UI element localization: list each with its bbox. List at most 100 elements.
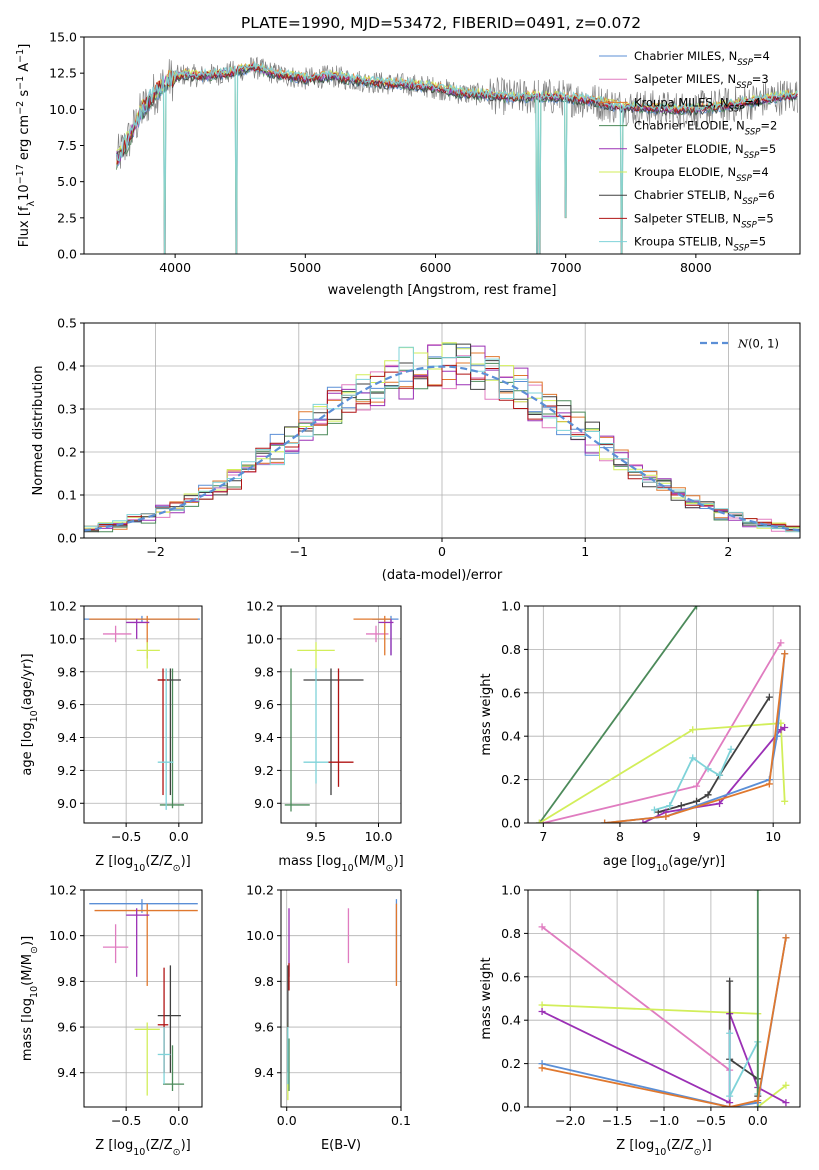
series-marker [704, 791, 712, 799]
label-part: log [636, 854, 656, 869]
legend-text-part: Kroupa ELODIE, N [634, 165, 736, 179]
series [639, 724, 789, 823]
data-point [297, 642, 335, 669]
axes-frame [280, 605, 402, 824]
data-point [157, 668, 181, 796]
y-tick-label: 0.4 [501, 729, 521, 744]
legend-entry: Kroupa STELIB, NSSP=5 [634, 235, 766, 254]
label-sub: ⊙ [386, 863, 394, 874]
axis-label: Z [log10(Z/Z⊙)] [616, 1138, 711, 1158]
x-tick-label: −1.0 [649, 1113, 679, 1128]
series-marker [765, 780, 773, 788]
spectrum-panel: 4000 5000 6000 7000 8000 0.0 2.5 5.0 7.5 10.0 12.5… [15, 30, 801, 298]
x-tick-label: 6000 [420, 260, 452, 275]
y-label-part: s [17, 90, 32, 101]
ticks: −2 −1 0 1 2 0.0 0.1 0.2 0.3 0.4 0.5 [57, 316, 732, 560]
series-marker [662, 812, 670, 820]
y-tick-label: 0.5 [57, 316, 77, 331]
legend-n: N [737, 337, 749, 351]
y-tick-label: 0.4 [57, 359, 77, 374]
y-tick-label: 0.2 [501, 772, 521, 787]
y-tick-label: 0.8 [501, 926, 521, 941]
series [538, 923, 734, 1107]
series-marker [693, 797, 701, 805]
x-tick-label: 0.0 [277, 1113, 297, 1128]
data-point [303, 668, 364, 796]
axes-frame [280, 889, 402, 1108]
axis-label: Z [log10(Z/Z⊙)] [95, 854, 190, 874]
label-part: (Z/Z [666, 1138, 693, 1153]
ticks: 4000 5000 6000 7000 8000 0.0 2.5 5.0 7.5 10.0 12.5… [49, 30, 712, 276]
legend-text-part: Kroupa STELIB, N [634, 235, 734, 249]
y-label-part: Flux [f [17, 206, 32, 247]
age-vs-z-panel: −0.5 0.09.09.29.49.69.810.010.2Z [log10(Z… [20, 599, 203, 874]
label-part: Z [ [616, 1138, 634, 1153]
legend-text-part: =3 [752, 72, 769, 86]
series [539, 639, 785, 823]
y-tick-label: 0.8 [501, 642, 521, 657]
y-tick-label: 10.2 [49, 599, 77, 614]
label-part: )] [181, 854, 191, 869]
series [726, 1029, 762, 1100]
label-sub: ⊙ [173, 1147, 181, 1158]
series-marker [677, 802, 685, 810]
series-marker [689, 726, 697, 734]
grid [84, 605, 202, 823]
series-marker [777, 726, 785, 734]
y-tick-label: 9.6 [57, 1020, 77, 1035]
series-line [538, 606, 698, 823]
y-tick-label: 0.6 [501, 969, 521, 984]
label-sub: 10 [29, 710, 40, 722]
series-marker [777, 639, 785, 647]
data-point [159, 668, 185, 809]
model-spectrum [116, 62, 798, 165]
legend-entry: Chabrier ELODIE, NSSP=2 [634, 119, 777, 138]
y-tick-label: 12.5 [49, 66, 77, 81]
legend-text-part: =4 [753, 49, 770, 63]
series [535, 719, 789, 823]
y-tick-label: 9.6 [57, 697, 77, 712]
residuals-plot [84, 342, 800, 537]
series-marker [666, 802, 674, 810]
label-part: log [322, 854, 342, 869]
y-tick-label: 9.8 [254, 974, 274, 989]
y-tick-label: 5.0 [57, 174, 77, 189]
y-tick-label: 0.0 [57, 247, 77, 262]
legend-text-part: Salpeter STELIB, N [634, 211, 741, 225]
label-part: mass weight [479, 957, 494, 1039]
x-tick-label: −0.5 [111, 829, 141, 844]
label-part: (M/M [354, 854, 386, 869]
series-marker [650, 806, 658, 814]
y-tick-label: 10.2 [246, 599, 274, 614]
mass-weight-vs-age-plot [535, 606, 789, 823]
normal-curve [84, 365, 800, 532]
spectrum-plot [115, 56, 798, 254]
data-point [328, 668, 354, 787]
x-tick-label: 9.5 [306, 829, 326, 844]
series-marker [726, 1092, 734, 1100]
x-tick-label: 7 [539, 829, 547, 844]
y-label-part: A [17, 63, 32, 76]
y-label-part: 10 [17, 184, 32, 201]
series-marker [726, 1029, 734, 1037]
y-tick-label: 0.4 [501, 1013, 521, 1028]
ticks: 7 8 9 10 0.0 0.2 0.4 0.6 0.8 1.0 [501, 599, 781, 845]
y-tick-label: 0.2 [57, 445, 77, 460]
data-point [284, 668, 310, 812]
series-marker [538, 1008, 546, 1016]
series-marker [754, 890, 762, 894]
legend-text-part: =5 [757, 211, 774, 225]
label-part: Z [ [95, 854, 113, 869]
y-tick-label: 1.0 [501, 599, 521, 614]
legend-entry: Salpeter MILES, NSSP=3 [634, 72, 769, 91]
axis-label: E(B-V) [321, 1138, 361, 1153]
x-tick-label: 8000 [680, 260, 712, 275]
y-tick-label: 0.0 [501, 816, 521, 831]
axes-frame [83, 322, 801, 539]
y-tick-label: 7.5 [57, 138, 77, 153]
x-tick-label: 0 [438, 544, 446, 559]
series-marker [726, 977, 734, 985]
label-sub: 10 [133, 1147, 145, 1158]
label-sub: 10 [29, 986, 40, 998]
